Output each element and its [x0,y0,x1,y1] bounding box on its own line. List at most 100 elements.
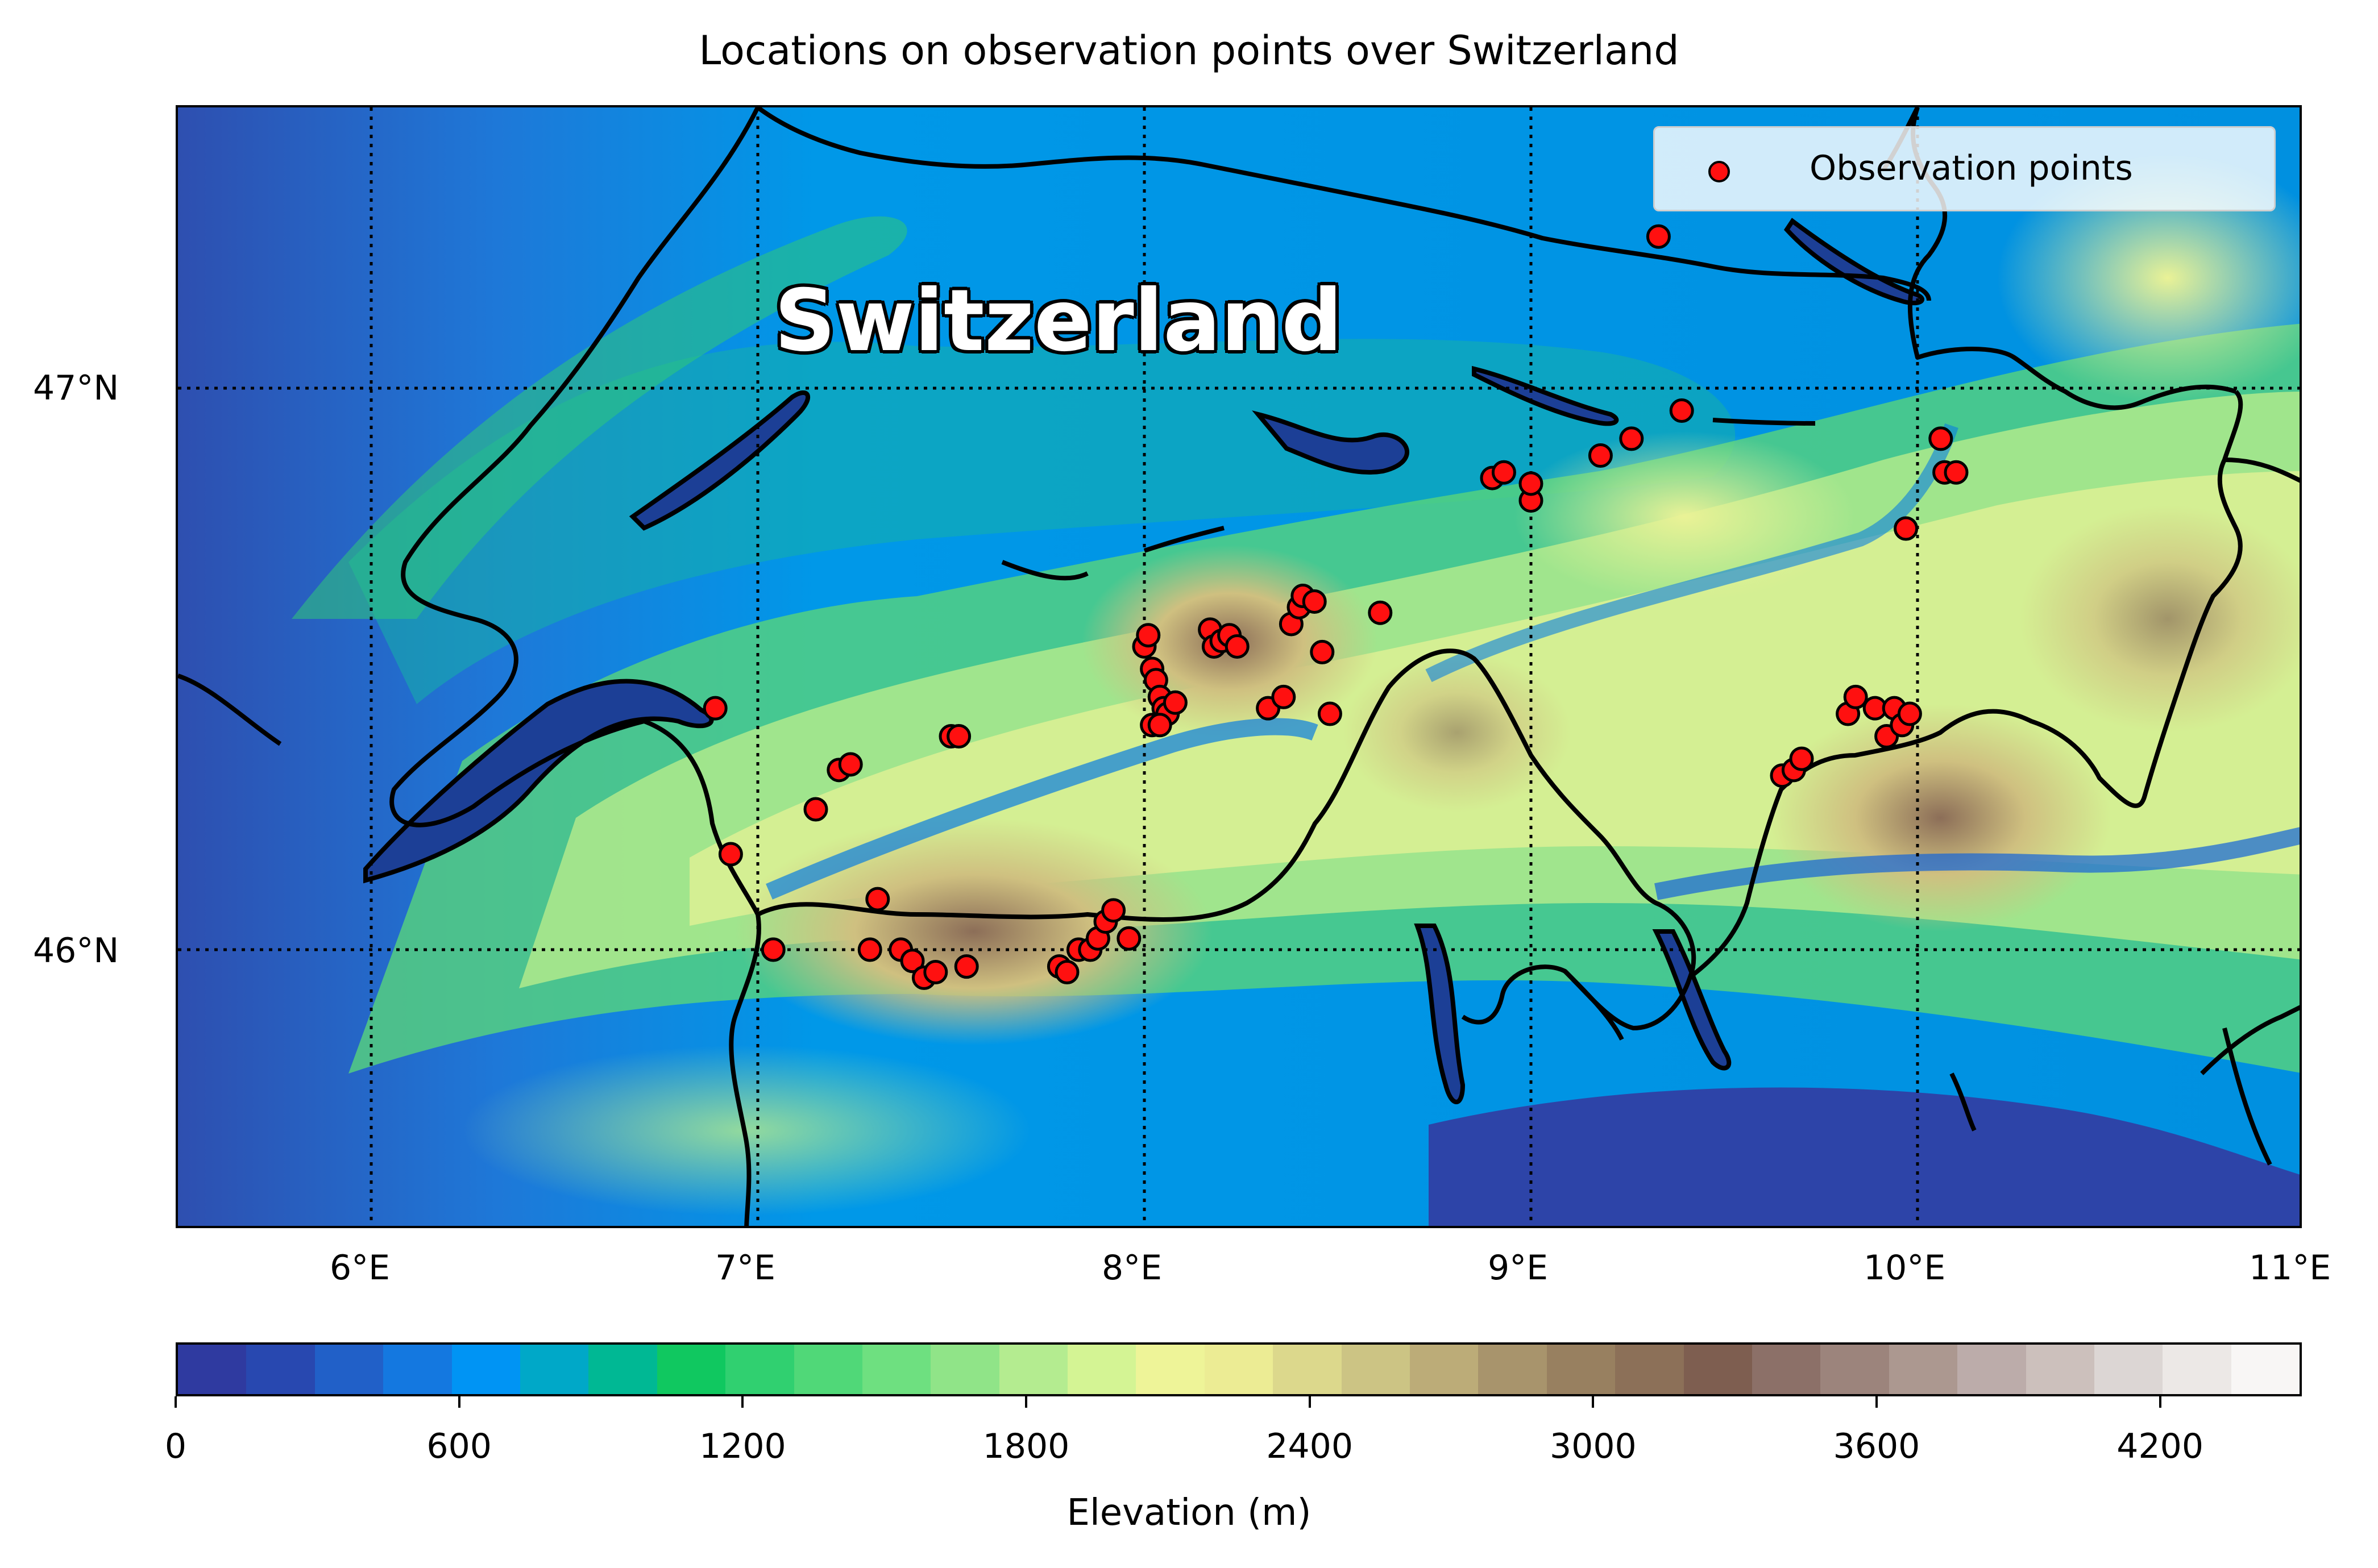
observation-point [838,752,863,777]
peak-glarus [1514,431,1855,602]
colorbar-swatch [383,1345,452,1394]
peak-valais [735,818,1213,1045]
observation-point [718,842,743,867]
country-borders [178,107,2300,1226]
legend: Observation points [1653,126,2276,211]
colorbar-tick-mark [1025,1396,1027,1408]
rhone-valley [766,718,1318,900]
observation-point [954,954,979,979]
observation-point [1588,443,1613,468]
rhine-valley [1425,423,1958,683]
colorbar-swatch [1957,1345,2026,1394]
border-swiss-ticino-east [1688,390,2243,979]
colorbar-tick-label: 4200 [2116,1426,2204,1466]
colorbar-swatch [1478,1345,1547,1394]
colorbar-tick-label: 0 [164,1426,187,1466]
legend-label: Observation points [1810,148,2133,188]
colorbar-swatch [725,1345,794,1394]
colorbar-swatch [999,1345,1068,1394]
lake-constance [1783,218,1924,306]
colorbar-swatch [931,1345,999,1394]
observation-point [1669,398,1694,423]
jura-hills [292,216,907,619]
colorbar-tick-label: 600 [426,1426,492,1466]
observation-point [1271,684,1296,709]
country-label-switzerland: Switzerland [774,272,1343,371]
colorbar-swatch [1889,1345,1958,1394]
x-tick-9e: 9°E [1488,1248,1549,1288]
observation-point [1225,634,1250,659]
observation-point [1789,746,1814,771]
border-swiss-north [756,107,1931,301]
x-tick-7e: 7°E [715,1248,776,1288]
colorbar-tick-mark [1592,1396,1595,1408]
border-swiss-south [757,648,1696,1030]
colorbar-tick-mark [1875,1396,1878,1408]
observation-point [1843,684,1868,709]
colorbar-swatch [520,1345,589,1394]
colorbar-tick-label: 1800 [982,1426,1070,1466]
border-france-west [178,673,282,746]
observation-point [1491,460,1516,485]
observation-point [1117,926,1142,951]
lake-garda [2222,1028,2272,1166]
colorbar-swatch [314,1345,384,1394]
colorbar-tick-label: 1200 [699,1426,786,1466]
observation-point [1163,690,1188,715]
border-swiss-west [389,107,761,1226]
colorbar-swatch [1068,1345,1136,1394]
border-austria-italy [2224,457,2300,483]
colorbar-label: Elevation (m) [1066,1492,1312,1534]
lake-thun [1001,560,1089,581]
lake-maggiore [1414,924,1466,1104]
figure-title: Locations on observation points over Swi… [699,27,1679,74]
colorbar-tick-mark [1308,1396,1311,1408]
colorbar-swatch [1204,1345,1273,1394]
po-plain [1429,1087,2300,1226]
colorbar-swatch [1615,1345,1684,1394]
observation-point [1147,713,1172,738]
observation-point [1518,471,1543,496]
colorbar-swatch [1273,1345,1342,1394]
observation-point [1101,898,1126,923]
colorbar-tick-label: 3600 [1833,1426,1920,1466]
colorbar-tick-label: 2400 [1266,1426,1354,1466]
y-tick-46n: 46°N [33,931,119,971]
colorbar-tick-mark [741,1396,744,1408]
x-tick-6e: 6°E [330,1248,391,1288]
observation-point [1897,701,1922,726]
colorbar-tick-mark [2159,1396,2161,1408]
observation-point [1310,639,1335,664]
lake-walensee [1712,418,1816,426]
colorbar-swatch [1752,1345,1821,1394]
observation-point [1928,426,1953,451]
elevation-colorbar [176,1342,2302,1396]
lake-iseo [1949,1072,1977,1132]
x-tick-10e: 10°E [1864,1248,1946,1288]
observation-point [1055,960,1080,985]
observation-point [703,696,728,721]
colorbar-swatch [2163,1345,2231,1394]
border-italy-east [2200,1005,2300,1075]
observation-point [865,887,890,912]
colorbar-swatch [1410,1345,1479,1394]
observation-point [1619,426,1644,451]
observation-point [900,949,925,974]
colorbar-tick-label: 3000 [1549,1426,1637,1466]
observation-point [923,960,948,985]
colorbar-swatch [1341,1345,1410,1394]
map-canvas [178,107,2300,1226]
colorbar-swatch [1683,1345,1752,1394]
colorbar-swatch [178,1345,247,1394]
observation-point [803,797,828,822]
observation-point [857,937,882,962]
colorbar-swatch [862,1345,931,1394]
observation-point [1646,224,1671,249]
lakes [363,218,2272,1166]
lake-lucerne [1252,410,1409,475]
peak-grisons [2020,505,2300,733]
observation-point [1136,623,1161,648]
colorbar-swatch [588,1345,657,1394]
colorbar-tick-mark [458,1396,460,1408]
elevation-map [176,105,2302,1228]
